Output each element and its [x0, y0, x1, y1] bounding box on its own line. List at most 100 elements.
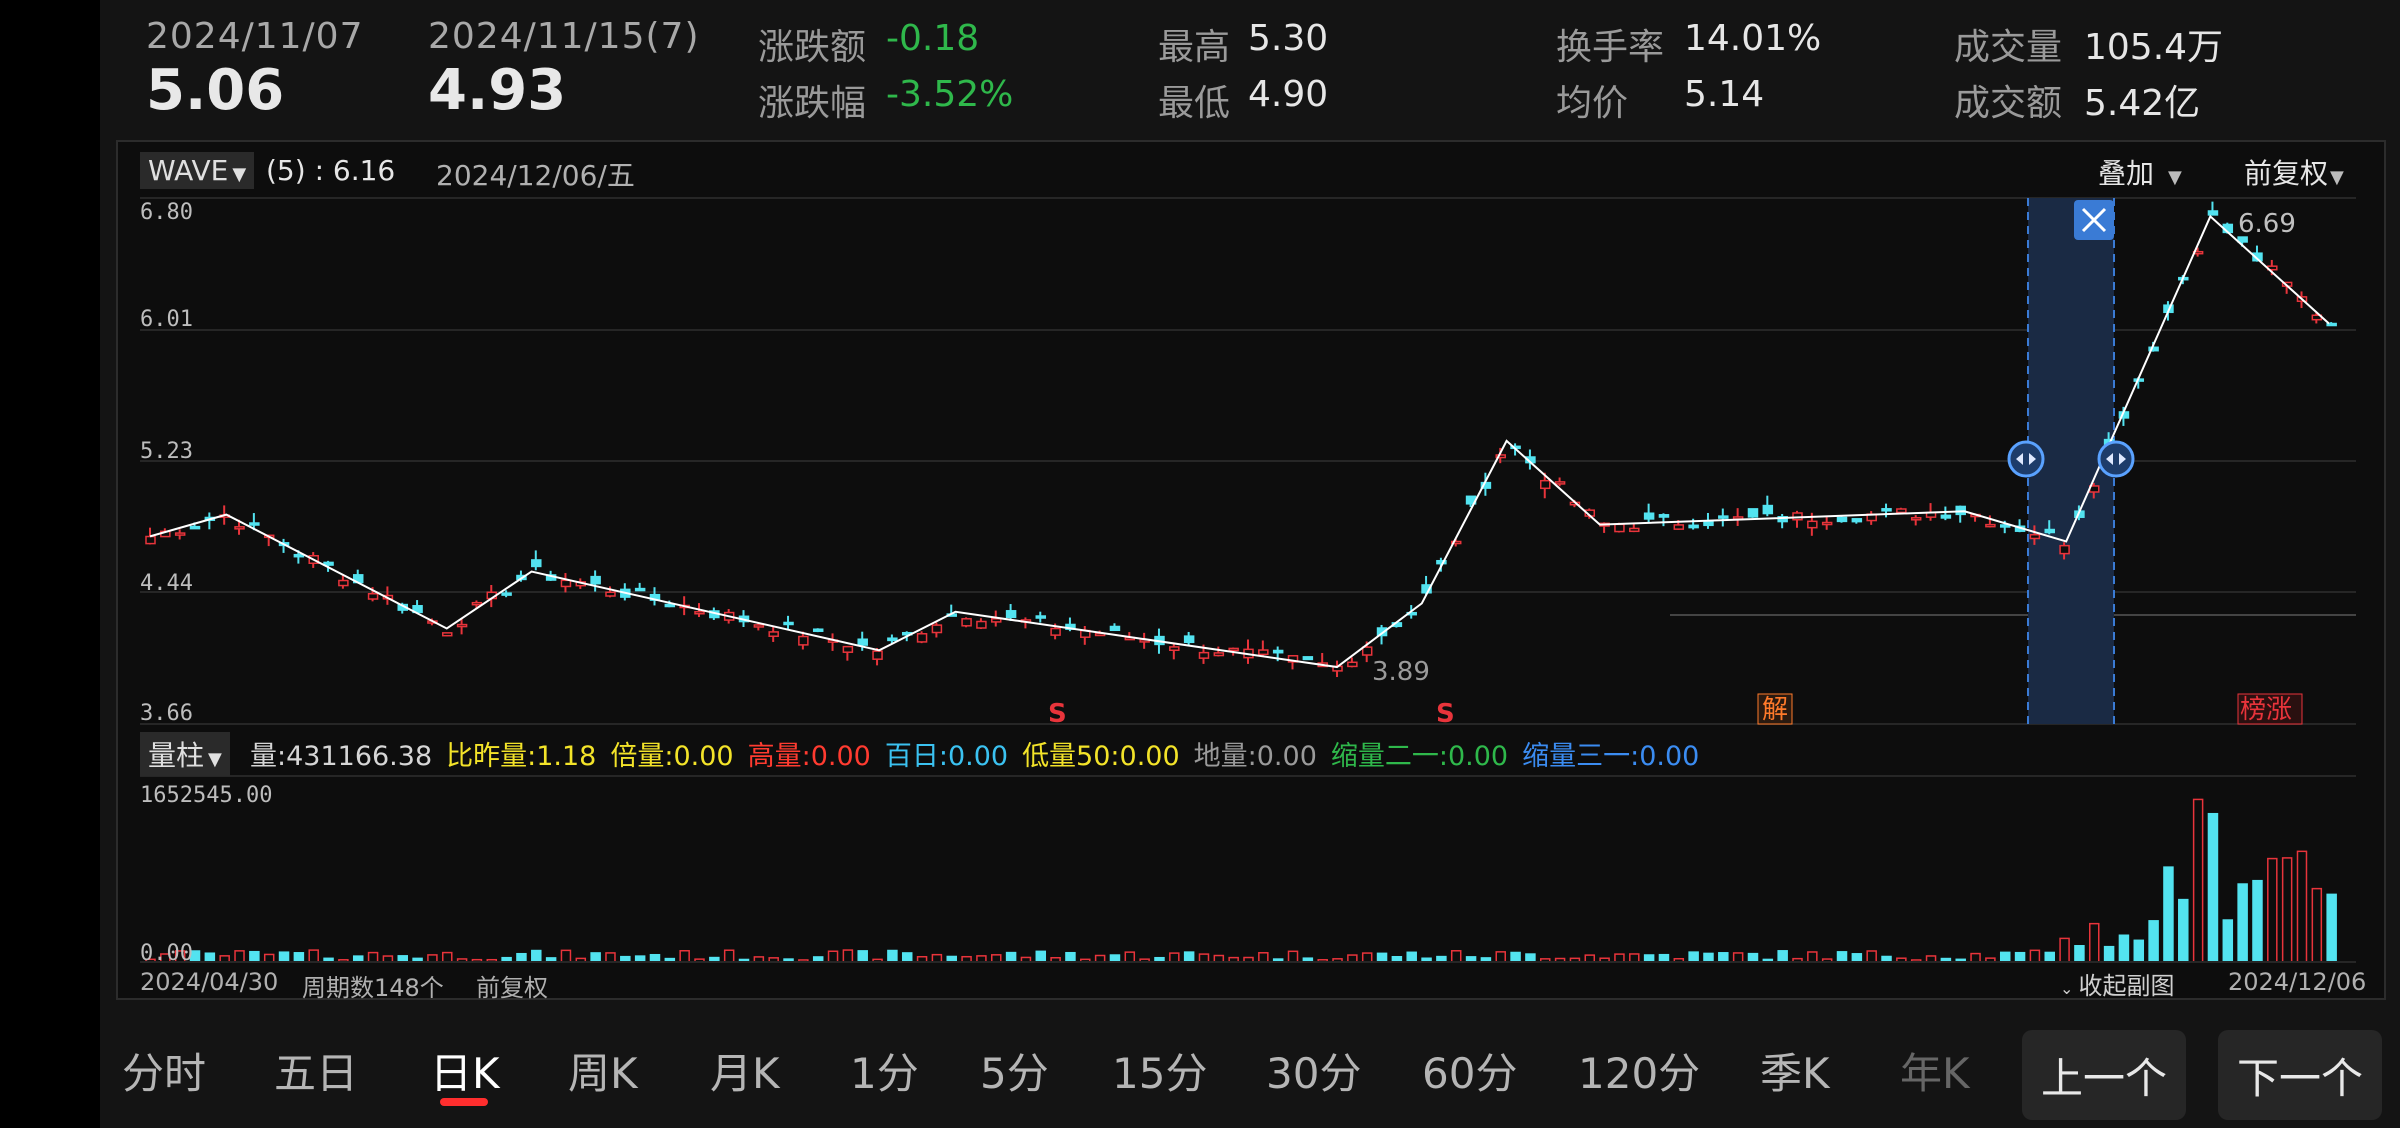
- tab-1min[interactable]: 1分: [850, 1049, 919, 1098]
- volume-bar: [1495, 951, 1506, 963]
- volume-bar: [723, 949, 735, 963]
- tab-5min[interactable]: 5分: [980, 1049, 1049, 1098]
- candle: [1272, 649, 1284, 654]
- volume-bar: [679, 950, 690, 963]
- candle: [812, 628, 824, 632]
- candle: [1896, 508, 1907, 514]
- volume-bar: [1109, 954, 1121, 963]
- tab-week-k[interactable]: 周K: [568, 1049, 638, 1098]
- candle: [1109, 625, 1121, 632]
- volume-bar: [234, 950, 245, 963]
- candle: [1851, 518, 1863, 523]
- candle: [1747, 508, 1759, 518]
- candle: [1940, 514, 1952, 519]
- signal-marker[interactable]: S: [1048, 699, 1067, 729]
- volume-indicator-item: 缩量二一:0.00: [1331, 741, 1508, 772]
- tab-60min[interactable]: 60分: [1422, 1049, 1518, 1098]
- indicator-selector[interactable]: WAVE ▼: [140, 152, 255, 189]
- change-percent-value: -3.52%: [886, 74, 1014, 115]
- volume-bar: [442, 951, 453, 963]
- volume-bar: [842, 949, 854, 963]
- vol-zero-label: 0.00: [140, 941, 193, 966]
- selection-handle-left[interactable]: [2007, 440, 2045, 478]
- candle: [1258, 649, 1269, 656]
- candle: [916, 633, 928, 643]
- left-edge: [0, 0, 100, 1128]
- candle: [1376, 627, 1388, 637]
- candle: [798, 635, 809, 646]
- tab-30min[interactable]: 30分: [1266, 1049, 1362, 1098]
- candle: [976, 620, 987, 629]
- volume-indicator-value: 431166.38: [286, 741, 433, 772]
- high-value: 5.30: [1248, 18, 1329, 59]
- tab-15min[interactable]: 15分: [1112, 1049, 1208, 1098]
- candle: [1540, 479, 1551, 490]
- signal-marker[interactable]: S: [1436, 699, 1455, 729]
- prev-button[interactable]: 上一个: [2022, 1030, 2186, 1120]
- volume-indicator-item: 百日:0.00: [885, 741, 1008, 772]
- selection-handle-right[interactable]: [2097, 440, 2135, 478]
- next-button[interactable]: 下一个: [2218, 1030, 2382, 1120]
- unlock-marker[interactable]: 解: [1762, 695, 1788, 725]
- candle: [1688, 524, 1699, 529]
- collapse-subchart-button[interactable]: ⌄ 收起副图: [2060, 966, 2175, 1001]
- volume-bar: [2326, 893, 2337, 963]
- volume-bar: [1258, 952, 1269, 963]
- overlay-dropdown[interactable]: 叠加 ▼: [2098, 152, 2182, 192]
- tab-fenshi[interactable]: 分时: [122, 1049, 207, 1098]
- chevron-down-icon: ▼: [208, 749, 222, 770]
- volume-bar: [2074, 945, 2085, 963]
- candle: [842, 645, 854, 653]
- volume-indicator-value: 1.18: [536, 741, 597, 772]
- candle: [323, 561, 334, 566]
- adjust-dropdown[interactable]: 前复权 ▼: [2244, 152, 2344, 192]
- tab-month-k[interactable]: 月K: [710, 1049, 780, 1098]
- change-amount-value: -0.18: [886, 18, 980, 59]
- volume-indicator-item: 地量:0.00: [1194, 741, 1317, 772]
- candle: [2237, 236, 2248, 243]
- volume-indicator-label: 比昨量:: [446, 741, 537, 772]
- tab-day-k[interactable]: 日K: [430, 1049, 500, 1098]
- tab-season-k[interactable]: 季K: [1760, 1049, 1830, 1098]
- volume-bar: [1376, 952, 1388, 963]
- chevron-down-icon: ▼: [2330, 167, 2344, 188]
- y-tick-4: 4.44: [140, 571, 193, 596]
- low-marker-label: 3.89: [1372, 657, 1430, 687]
- volume-bar: [2311, 887, 2323, 963]
- volume-type-selector[interactable]: 量柱 ▼: [140, 732, 230, 776]
- candle: [471, 601, 483, 606]
- volume-indicator-value: 0.00: [810, 741, 871, 772]
- candle: [857, 638, 868, 646]
- volume-bar: [2237, 883, 2248, 963]
- volume-bar: [1198, 953, 1210, 963]
- candle: [694, 611, 705, 615]
- volume-bar: [1747, 952, 1759, 963]
- volume-bar: [2178, 898, 2189, 963]
- volume-bar: [1510, 951, 1521, 963]
- tab-year-k[interactable]: 年K: [1900, 1049, 1970, 1098]
- candle: [1910, 517, 1922, 521]
- volume-bar: [1169, 952, 1180, 963]
- candle: [501, 592, 512, 596]
- candle: [2044, 528, 2055, 534]
- close-selection-button[interactable]: [2074, 200, 2114, 240]
- candle: [2252, 252, 2263, 262]
- chevron-down-icon: ⌄: [2060, 979, 2079, 998]
- volume-bar: [1836, 951, 1848, 963]
- volume-bar: [827, 950, 839, 963]
- volume-bar: [1629, 953, 1640, 963]
- volume-bar: [1525, 953, 1536, 963]
- rank-marker[interactable]: 榜涨: [2240, 695, 2292, 725]
- candle: [1169, 646, 1180, 652]
- candle: [1673, 524, 1685, 530]
- candle: [1287, 655, 1299, 663]
- tab-five-day[interactable]: 五日: [274, 1049, 359, 1098]
- tab-120min[interactable]: 120分: [1578, 1049, 1701, 1098]
- volume-indicator-value: 0.00: [947, 741, 1009, 772]
- volume-bar: [560, 949, 572, 963]
- volume-bar: [1183, 951, 1195, 963]
- candle: [991, 618, 1002, 623]
- candle: [367, 592, 379, 600]
- cursor-date: 2024/12/06/五: [436, 159, 635, 192]
